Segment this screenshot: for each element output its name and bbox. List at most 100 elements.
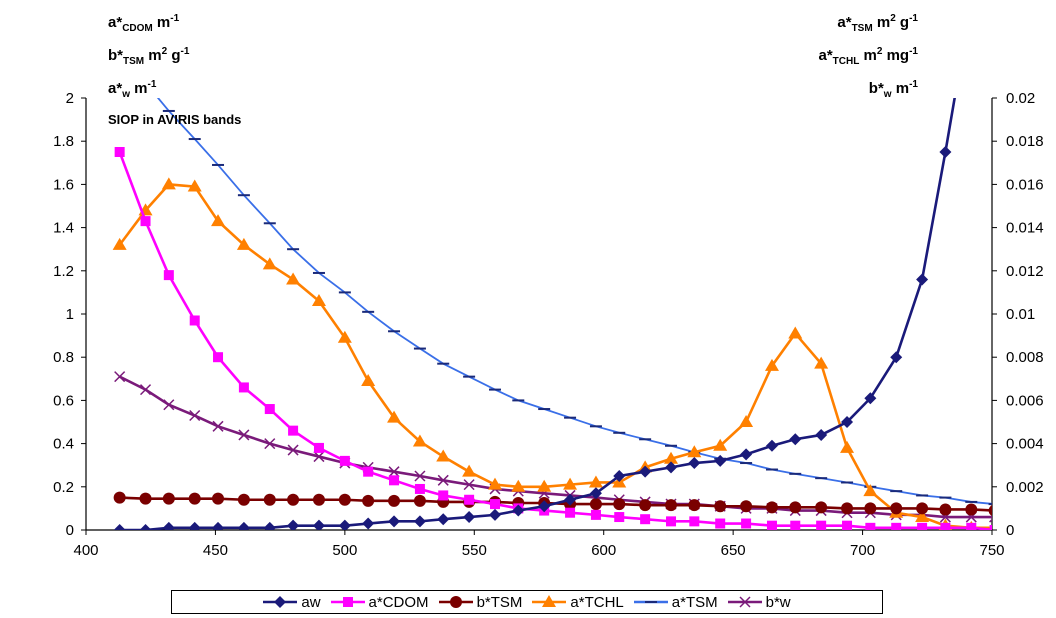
- series-a-star-cdom-point: [288, 426, 298, 436]
- series-b-star-tsm-point: [339, 494, 351, 506]
- legend-b-star-w-label: b*w: [766, 594, 791, 611]
- chart-series-layer: [113, 50, 1002, 536]
- series-aw-point: [740, 448, 752, 460]
- series-aw-point: [140, 524, 152, 536]
- series-aw-point: [688, 457, 700, 469]
- x-tick-label: 600: [591, 542, 616, 559]
- series-a-star-cdom-point: [689, 516, 699, 526]
- y-right-tick-label: 0: [1006, 522, 1014, 539]
- series-b-star-tsm-point: [414, 495, 426, 507]
- series-a-star-tchl-point: [162, 177, 176, 189]
- series-aw-point: [238, 522, 250, 534]
- x-tick-label: 700: [850, 542, 875, 559]
- series-a-star-cdom-point: [314, 443, 324, 453]
- legend-aw-label: aw: [301, 594, 320, 611]
- y-right-tick-label: 0.002: [1006, 479, 1044, 496]
- series-a-star-cdom-point: [265, 404, 275, 414]
- series-a-star-tchl: [113, 177, 1002, 532]
- right-axis-label-w: b*w m-1: [869, 76, 918, 104]
- series-aw-point: [489, 509, 501, 521]
- series-b-star-tsm-point: [740, 500, 752, 512]
- series-a-star-tchl-point: [788, 326, 802, 338]
- y-right-tick-label: 0.02: [1006, 90, 1035, 107]
- legend-aw-swatch-point: [274, 596, 286, 608]
- series-b-star-tsm-point: [287, 494, 299, 506]
- series-a-star-tchl-point: [739, 415, 753, 427]
- series-b-star-tsm-point: [313, 494, 325, 506]
- series-aw-point: [916, 273, 928, 285]
- series-a-star-cdom-point: [891, 523, 901, 533]
- series-a-star-cdom-point: [115, 147, 125, 157]
- series-aw-point: [789, 433, 801, 445]
- legend-a-star-tchl: a*TCHL: [532, 594, 623, 611]
- series-a-star-cdom-point: [790, 521, 800, 531]
- y-left-tick-label: 0.6: [53, 392, 74, 409]
- series-b-star-tsm-point: [766, 501, 778, 513]
- series-a-star-cdom-point: [389, 475, 399, 485]
- legend-b-star-tsm-label: b*TSM: [477, 594, 523, 611]
- legend-b-star-w: b*w: [728, 594, 791, 611]
- series-b-star-tsm-point: [841, 502, 853, 514]
- series-a-star-cdom-point: [816, 521, 826, 531]
- series-b-star-tsm-point: [362, 495, 374, 507]
- series-a-star-cdom-point: [190, 315, 200, 325]
- series-a-star-cdom-point: [438, 490, 448, 500]
- series-a-star-cdom-point: [640, 514, 650, 524]
- series-aw: [114, 76, 959, 536]
- y-right-tick-label: 0.016: [1006, 176, 1044, 193]
- series-a-star-cdom-line: [120, 152, 995, 530]
- y-left-tick-label: 0.8: [53, 349, 74, 366]
- series-b-star-tsm-point: [238, 494, 250, 506]
- series-b-star-tsm-point: [264, 494, 276, 506]
- left-axis-label-cdom: a*CDOM m-1: [108, 10, 179, 38]
- chart-legend: aw a*CDOM b*TSM a*TCHL a*TSM b*w: [171, 590, 883, 614]
- y-left-tick-label: 0.4: [53, 436, 74, 453]
- series-b-star-tsm-point: [613, 498, 625, 510]
- series-a-star-cdom-point: [940, 523, 950, 533]
- series-b-star-tsm-point: [864, 502, 876, 514]
- legend-b-star-tsm-swatch: [439, 594, 473, 610]
- series-a-star-tchl-line: [120, 184, 995, 527]
- x-tick-label: 500: [332, 542, 357, 559]
- series-b-star-tsm-point: [639, 499, 651, 511]
- y-left-tick-label: 1.6: [53, 176, 74, 193]
- series-a-star-tchl-point: [436, 450, 450, 462]
- series-b-star-tsm-point: [714, 500, 726, 512]
- series-b-star-tsm-point: [163, 493, 175, 505]
- y-left-tick-label: 1.8: [53, 133, 74, 150]
- series-aw-point: [766, 440, 778, 452]
- series-aw-point: [388, 515, 400, 527]
- series-aw-point: [815, 429, 827, 441]
- legend-a-star-tsm-label: a*TSM: [672, 594, 718, 611]
- series-a-star-cdom-point: [141, 216, 151, 226]
- series-b-star-tsm-point: [890, 502, 902, 514]
- series-b-star-tsm-point: [212, 493, 224, 505]
- right-axis-label-tchl: a*TCHL m2 mg-1: [818, 43, 918, 71]
- series-aw-point: [437, 513, 449, 525]
- series-a-star-cdom-point: [614, 512, 624, 522]
- series-a-star-cdom-point: [666, 516, 676, 526]
- x-tick-label: 550: [462, 542, 487, 559]
- legend-a-star-tchl-label: a*TCHL: [570, 594, 623, 611]
- series-aw-point: [714, 455, 726, 467]
- series-a-star-cdom-point: [966, 523, 976, 533]
- legend-a-star-cdom-label: a*CDOM: [369, 594, 429, 611]
- series-a-star-cdom-point: [741, 519, 751, 529]
- x-tick-label: 450: [203, 542, 228, 559]
- series-a-star-cdom-point: [415, 484, 425, 494]
- y-left-tick-label: 0.2: [53, 479, 74, 496]
- y-right-tick-label: 0.006: [1006, 392, 1044, 409]
- series-aw-point: [463, 511, 475, 523]
- legend-b-star-w-swatch: [728, 594, 762, 610]
- y-right-tick-label: 0.004: [1006, 436, 1044, 453]
- series-b-star-tsm-point: [189, 493, 201, 505]
- series-aw-point: [114, 524, 126, 536]
- legend-a-star-cdom-swatch-point: [343, 597, 353, 607]
- series-aw-point: [414, 515, 426, 527]
- series-a-star-tchl-point: [462, 465, 476, 477]
- legend-a-star-tchl-swatch: [532, 594, 566, 610]
- series-a-star-tchl-point: [286, 272, 300, 284]
- legend-a-star-tsm-swatch: [634, 594, 668, 610]
- legend-a-star-cdom: a*CDOM: [331, 594, 429, 611]
- series-a-star-cdom-point: [715, 519, 725, 529]
